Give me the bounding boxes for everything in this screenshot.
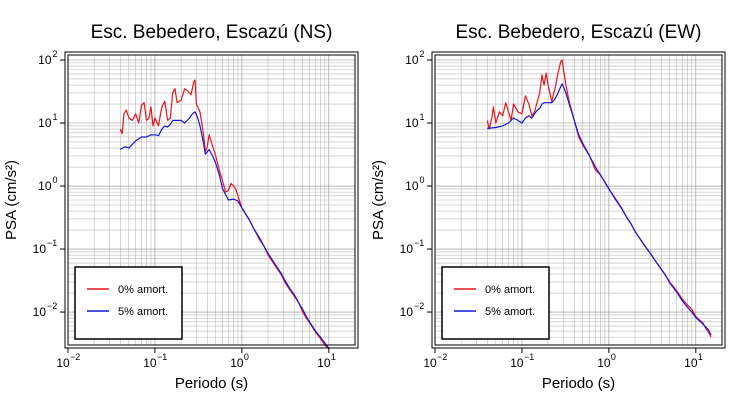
series-line-damped (487, 83, 712, 336)
axes-frame (431, 51, 726, 349)
y-tick-label: 10 (38, 179, 52, 193)
x-tick-label: 10 (143, 356, 157, 370)
y-tick-exponent: 0 (53, 175, 58, 185)
x-axis-label: Periodo (s) (542, 375, 615, 392)
x-tick-label: 10 (423, 356, 437, 370)
x-tick-exponent: −2 (70, 352, 80, 362)
x-tick-exponent: −1 (524, 352, 534, 362)
x-tick-label: 10 (510, 356, 524, 370)
y-tick-exponent: −1 (47, 238, 57, 248)
x-tick-exponent: 1 (698, 352, 703, 362)
chart-title: Esc. Bebedero, Escazú (NS) (91, 22, 333, 43)
y-tick-exponent: 1 (53, 112, 58, 122)
series-line-damped (119, 111, 330, 349)
y-tick-label: 10 (33, 242, 47, 256)
y-tick-label: 10 (33, 305, 47, 319)
series-line-undamped (119, 79, 330, 350)
chart-title: Esc. Bebedero, Escazú (EW) (455, 22, 701, 43)
y-tick-label: 10 (38, 53, 52, 67)
x-tick-exponent: −2 (437, 352, 447, 362)
legend: 0% amort. 5% amort. (74, 266, 183, 340)
y-tick-label: 10 (38, 116, 52, 130)
legend-label: 5% amort. (485, 306, 535, 318)
legend-box (441, 266, 550, 340)
y-tick-exponent: −2 (47, 301, 57, 311)
y-tick-exponent: 0 (420, 175, 425, 185)
y-axis-label: PSA (cm/s²) (370, 160, 387, 240)
x-tick-label: 10 (317, 356, 331, 370)
y-tick-label: 10 (405, 116, 419, 130)
x-tick-exponent: 1 (331, 352, 336, 362)
x-axis-label: Periodo (s) (175, 375, 248, 392)
x-tick-exponent: 0 (611, 352, 616, 362)
legend-label: 5% amort. (118, 306, 168, 318)
x-tick-exponent: 0 (244, 352, 249, 362)
x-tick-label: 10 (597, 356, 611, 370)
legend: 0% amort. 5% amort. (441, 266, 550, 340)
x-tick-label: 10 (230, 356, 244, 370)
y-tick-label: 10 (405, 53, 419, 67)
y-tick-label: 10 (405, 179, 419, 193)
legend-label: 0% amort. (118, 284, 168, 296)
axes-frame (64, 51, 359, 349)
x-tick-exponent: −1 (157, 352, 167, 362)
y-axis-label: PSA (cm/s²) (3, 160, 20, 240)
x-tick-label: 10 (684, 356, 698, 370)
legend-box (74, 266, 183, 340)
legend-label: 0% amort. (485, 284, 535, 296)
y-tick-label: 10 (400, 242, 414, 256)
y-tick-exponent: 1 (420, 112, 425, 122)
y-tick-exponent: −1 (414, 238, 424, 248)
y-tick-exponent: 2 (420, 49, 425, 59)
y-tick-exponent: −2 (414, 301, 424, 311)
y-tick-exponent: 2 (53, 49, 58, 59)
x-tick-label: 10 (56, 356, 70, 370)
y-tick-label: 10 (400, 305, 414, 319)
